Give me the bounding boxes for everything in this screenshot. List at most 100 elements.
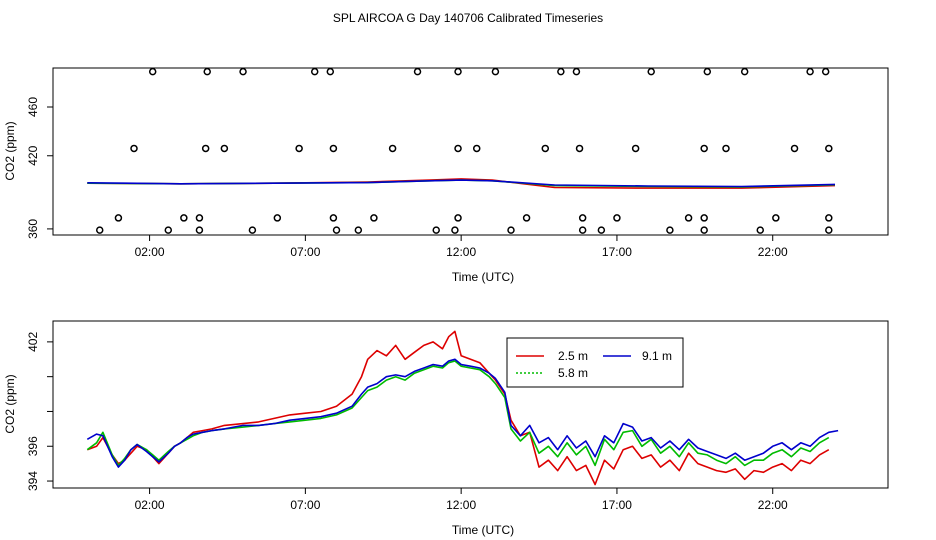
data-point bbox=[310, 67, 319, 76]
data-point bbox=[507, 226, 515, 234]
data-point bbox=[329, 144, 338, 153]
legend-box bbox=[506, 337, 684, 388]
data-point bbox=[772, 214, 780, 222]
data-point bbox=[703, 67, 712, 76]
series-line-2 bbox=[87, 179, 836, 188]
data-point bbox=[454, 67, 462, 76]
y-tick-label: 360 bbox=[26, 219, 40, 239]
y-tick-label: 420 bbox=[26, 145, 40, 165]
x-tick-label: 12:00 bbox=[446, 245, 476, 259]
bottom-y-axis: 394 396 402 bbox=[26, 332, 54, 491]
data-point bbox=[95, 226, 104, 234]
data-point bbox=[806, 67, 814, 76]
data-point bbox=[354, 226, 363, 234]
bottom-x-label: Time (UTC) bbox=[452, 523, 514, 537]
data-point bbox=[248, 226, 257, 234]
data-point bbox=[329, 214, 338, 222]
data-point bbox=[684, 214, 693, 222]
top-points bbox=[95, 67, 833, 234]
data-point bbox=[821, 67, 830, 76]
series-line-2 bbox=[86, 358, 839, 468]
data-point bbox=[164, 226, 173, 234]
bottom-series bbox=[86, 330, 839, 486]
top-plot-frame bbox=[52, 67, 889, 236]
data-point bbox=[388, 144, 397, 153]
data-point bbox=[631, 144, 640, 153]
bottom-y-label: CO2 (ppm) bbox=[3, 374, 17, 433]
top-panel: 02:00 07:00 12:00 17:00 22:00 360 420 460 Time… bbox=[3, 67, 889, 284]
data-point bbox=[825, 226, 833, 234]
data-point bbox=[825, 214, 833, 222]
data-point bbox=[613, 214, 621, 222]
x-tick-label: 17:00 bbox=[602, 245, 632, 259]
data-point bbox=[722, 144, 730, 153]
x-tick-label: 22:00 bbox=[758, 498, 788, 512]
data-point bbox=[273, 214, 282, 222]
data-point bbox=[332, 226, 341, 234]
data-point bbox=[201, 144, 210, 153]
data-point bbox=[220, 144, 229, 153]
data-point bbox=[491, 67, 500, 76]
data-point bbox=[790, 144, 799, 153]
data-point bbox=[454, 144, 462, 153]
y-tick-label: 460 bbox=[26, 97, 40, 117]
data-point bbox=[432, 226, 440, 234]
data-point bbox=[370, 214, 378, 222]
data-point bbox=[522, 214, 531, 222]
legend-label-5-8m: 5.8 m bbox=[558, 366, 588, 380]
y-tick-label: 396 bbox=[26, 436, 40, 456]
data-point bbox=[700, 214, 708, 222]
legend-label-2-5m: 2.5 m bbox=[558, 349, 588, 363]
data-point bbox=[451, 226, 459, 234]
data-point bbox=[295, 144, 303, 153]
series-line-1 bbox=[86, 360, 830, 467]
data-point bbox=[203, 67, 211, 76]
y-tick-label: 402 bbox=[26, 332, 40, 352]
data-point bbox=[825, 144, 833, 153]
top-y-axis: 360 420 460 bbox=[26, 97, 54, 239]
x-tick-label: 12:00 bbox=[446, 498, 476, 512]
y-tick-label: 394 bbox=[26, 471, 40, 491]
data-point bbox=[472, 144, 481, 153]
data-point bbox=[454, 214, 462, 222]
data-point bbox=[700, 144, 708, 153]
data-point bbox=[239, 67, 247, 76]
data-point bbox=[114, 214, 123, 222]
data-point bbox=[148, 67, 157, 76]
top-y-label: CO2 (ppm) bbox=[3, 121, 17, 180]
legend: 2.5 m 5.8 m 9.1 m bbox=[506, 337, 684, 388]
top-x-axis: 02:00 07:00 12:00 17:00 22:00 bbox=[135, 234, 788, 259]
data-point bbox=[195, 226, 204, 234]
data-point bbox=[597, 226, 606, 234]
data-point bbox=[572, 67, 581, 76]
data-point bbox=[647, 67, 655, 76]
data-point bbox=[130, 144, 138, 153]
data-point bbox=[700, 226, 708, 234]
data-point bbox=[326, 67, 335, 76]
top-x-label: Time (UTC) bbox=[452, 270, 514, 284]
x-tick-label: 17:00 bbox=[602, 498, 632, 512]
data-point bbox=[575, 144, 584, 153]
legend-label-9-1m: 9.1 m bbox=[642, 349, 672, 363]
data-point bbox=[578, 214, 587, 222]
x-tick-label: 07:00 bbox=[290, 245, 320, 259]
data-point bbox=[180, 214, 188, 222]
data-point bbox=[740, 67, 749, 76]
x-tick-label: 02:00 bbox=[135, 498, 165, 512]
data-point bbox=[578, 226, 587, 234]
data-point bbox=[666, 226, 674, 234]
x-tick-label: 07:00 bbox=[290, 498, 320, 512]
series-line-0 bbox=[87, 330, 830, 486]
bottom-plot-frame bbox=[52, 320, 889, 489]
x-tick-label: 02:00 bbox=[135, 245, 165, 259]
x-tick-label: 22:00 bbox=[758, 245, 788, 259]
top-series bbox=[87, 178, 836, 189]
bottom-panel: 02:00 07:00 12:00 17:00 22:00 394 396 402 2.5 … bbox=[3, 320, 889, 537]
data-point bbox=[195, 214, 204, 222]
data-point bbox=[557, 67, 565, 76]
chart-title: SPL AIRCOA G Day 140706 Calibrated Times… bbox=[333, 11, 603, 25]
data-point bbox=[541, 144, 550, 153]
bottom-x-axis: 02:00 07:00 12:00 17:00 22:00 bbox=[135, 487, 788, 512]
data-point bbox=[413, 67, 422, 76]
